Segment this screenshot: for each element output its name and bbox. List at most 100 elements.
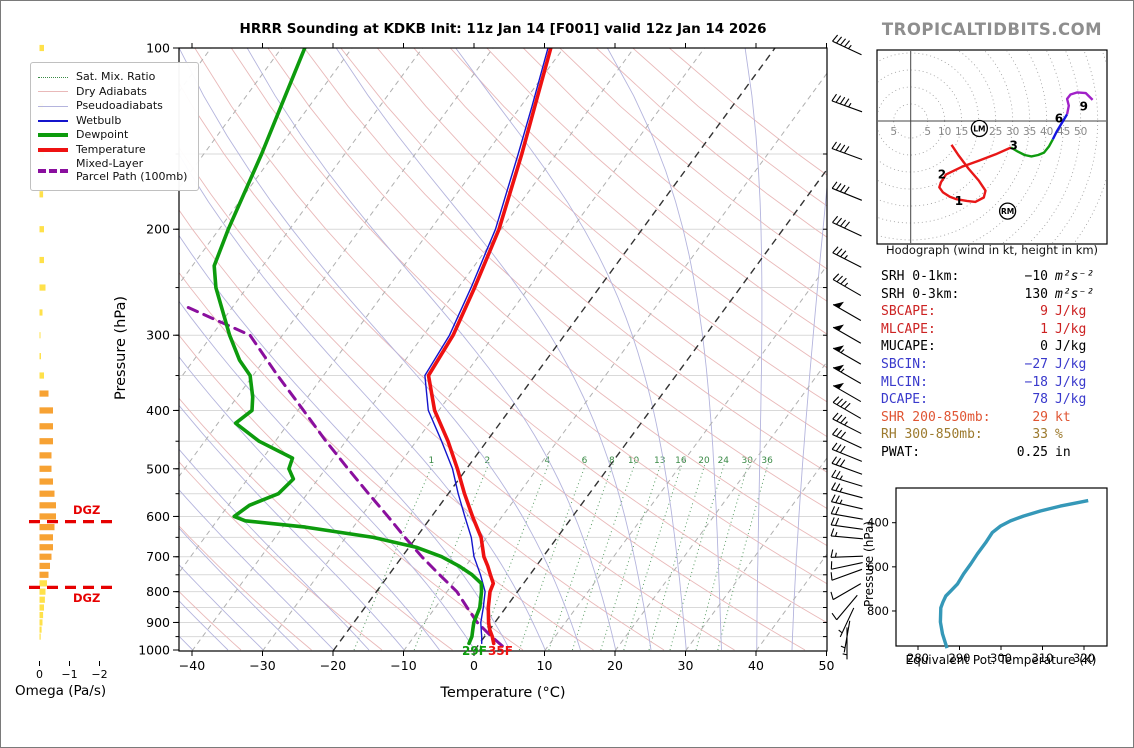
stat-value: 33 — [1032, 427, 1048, 443]
watermark-logo: TROPICALTIDBITS.COM — [881, 20, 1103, 39]
stat-label: MLCAPE: — [881, 321, 936, 337]
svg-text:600: 600 — [867, 560, 889, 574]
svg-text:RM: RM — [1001, 207, 1014, 216]
svg-text:0: 0 — [470, 658, 478, 673]
theta-e-y-axis-label: Pressure (hPa) — [862, 520, 876, 608]
legend-label: Dewpoint — [76, 128, 129, 141]
legend-item: Mixed-Layer Parcel Path (100mb) — [38, 157, 192, 183]
stat-label: DCAPE: — [881, 392, 928, 408]
trace-wetbulb — [424, 48, 549, 645]
svg-text:6: 6 — [1055, 111, 1063, 125]
legend-swatch-icon — [38, 105, 68, 107]
omega-axis-label: Omega (Pa/s) — [15, 683, 107, 699]
svg-text:45: 45 — [1057, 126, 1070, 138]
stat-value: 29 — [1032, 409, 1048, 425]
stat-label: PWAT: — [881, 444, 921, 460]
svg-text:50: 50 — [1074, 126, 1087, 138]
svg-text:100: 100 — [146, 41, 170, 56]
svg-text:8: 8 — [609, 456, 615, 466]
trace-mixed-layer — [182, 304, 504, 648]
skewt-traces — [182, 48, 553, 648]
svg-text:1: 1 — [428, 456, 434, 466]
skewt-y-axis-label: Pressure (hPa) — [113, 296, 129, 401]
stat-value: 130 — [1024, 286, 1048, 302]
svg-text:35: 35 — [1023, 126, 1036, 138]
svg-text:4: 4 — [545, 456, 551, 466]
legend-item: Dry Adiabats — [38, 84, 192, 99]
hodograph-6-9km — [1051, 113, 1069, 140]
legend-item: Dewpoint — [38, 128, 192, 142]
stat-unit: J/kg — [1055, 356, 1087, 372]
stat-row: SBCAPE: 9 J/kg — [881, 304, 1115, 322]
stat-unit: J/kg — [1055, 321, 1087, 337]
skewt-x-axis-label: Temperature (°C) — [440, 685, 566, 701]
stat-unit: J/kg — [1055, 339, 1087, 355]
legend-item: Wetbulb — [38, 114, 192, 128]
stat-value: 9 — [1040, 304, 1048, 320]
stat-row: MUCAPE: 0 J/kg — [881, 339, 1115, 357]
hodograph-0-3km — [938, 144, 1012, 204]
svg-text:13: 13 — [654, 456, 665, 466]
hodograph-caption: Hodograph (wind in kt, height in km) — [885, 243, 1099, 257]
stat-label: MUCAPE: — [881, 339, 936, 355]
svg-text:2: 2 — [484, 456, 490, 466]
svg-text:20: 20 — [607, 658, 623, 673]
svg-text:15: 15 — [955, 126, 968, 138]
legend-label: Dry Adiabats — [76, 84, 147, 98]
svg-text:0: 0 — [36, 668, 43, 681]
svg-text:30: 30 — [678, 658, 694, 673]
skewt-axes: −40 −30 −20 −10 0 10 20 30 40 50 100 200 300 400 500 60… — [138, 41, 834, 674]
svg-text:−20: −20 — [320, 658, 346, 673]
svg-text:5: 5 — [924, 126, 931, 138]
svg-text:24: 24 — [718, 456, 730, 466]
stat-unit: m²s⁻² — [1055, 269, 1095, 284]
svg-text:40: 40 — [748, 658, 764, 673]
svg-text:10: 10 — [938, 126, 951, 138]
legend-swatch-icon — [38, 133, 68, 138]
stat-unit: % — [1055, 427, 1063, 443]
stat-value: −18 — [1024, 374, 1048, 390]
stat-row: SRH 0-1km: −10 m²s⁻² — [881, 269, 1115, 287]
svg-text:300: 300 — [990, 651, 1012, 665]
svg-text:3: 3 — [1010, 138, 1018, 152]
dgz-top-label: DGZ — [73, 503, 101, 517]
legend-item: Sat. Mix. Ratio — [38, 70, 192, 84]
svg-text:−2: −2 — [91, 668, 107, 681]
surface-dewpoint-label: 29F — [462, 644, 487, 658]
stat-value: 0.25 — [1016, 444, 1048, 460]
legend-item: Temperature — [38, 143, 192, 157]
legend-box: Sat. Mix. Ratio Dry Adiabats Pseudoadiabat… — [30, 62, 199, 191]
svg-text:800: 800 — [146, 584, 170, 599]
svg-text:800: 800 — [867, 604, 889, 618]
svg-text:400: 400 — [146, 403, 170, 418]
dgz-bottom-label: DGZ — [73, 591, 101, 605]
svg-text:−30: −30 — [249, 658, 275, 673]
svg-text:310: 310 — [1032, 651, 1054, 665]
legend-swatch-icon — [38, 147, 68, 152]
svg-text:900: 900 — [146, 615, 170, 630]
omega-panel: 0 −1 −2 — [29, 44, 119, 681]
hodograph-3-6km — [1010, 138, 1054, 158]
svg-text:700: 700 — [146, 549, 170, 564]
svg-text:16: 16 — [675, 456, 687, 466]
svg-text:40: 40 — [1040, 126, 1053, 138]
theta-e-x-axis-label: Equivalent Pot. Temperature (K) — [905, 653, 1097, 667]
stat-label: SBCIN: — [881, 356, 928, 372]
stat-row: SBCIN: −27 J/kg — [881, 357, 1115, 375]
svg-text:10: 10 — [628, 456, 640, 466]
stat-row: PWAT: 0.25 in — [881, 445, 1115, 463]
svg-text:30: 30 — [742, 456, 754, 466]
svg-text:300: 300 — [146, 328, 170, 343]
stat-row: SRH 0-3km: 130 m²s⁻² — [881, 287, 1115, 305]
stat-unit: kt — [1055, 409, 1071, 425]
svg-text:320: 320 — [1073, 651, 1095, 665]
svg-text:6: 6 — [582, 456, 588, 466]
svg-text:600: 600 — [146, 509, 170, 524]
stat-label: SRH 0-1km: — [881, 269, 960, 284]
stat-unit: in — [1055, 444, 1071, 460]
stat-row: RH 300-850mb: 33% — [881, 427, 1115, 445]
svg-text:36: 36 — [761, 456, 773, 466]
skewt-background: 1 2 4 6 8 10 13 16 20 24 30 36 — [179, 48, 827, 651]
stat-unit: J/kg — [1055, 392, 1087, 408]
